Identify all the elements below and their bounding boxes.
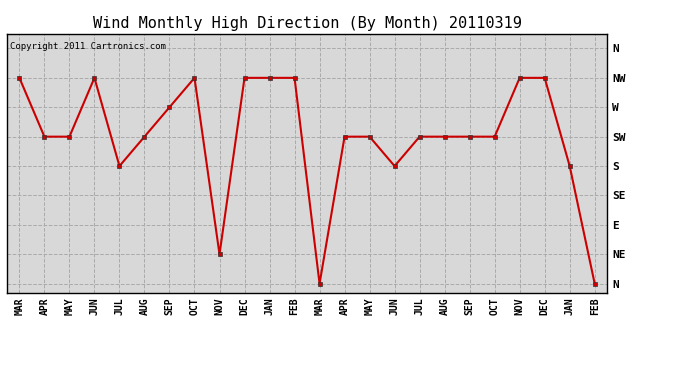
- Title: Wind Monthly High Direction (By Month) 20110319: Wind Monthly High Direction (By Month) 2…: [92, 16, 522, 31]
- Text: Copyright 2011 Cartronics.com: Copyright 2011 Cartronics.com: [10, 42, 166, 51]
